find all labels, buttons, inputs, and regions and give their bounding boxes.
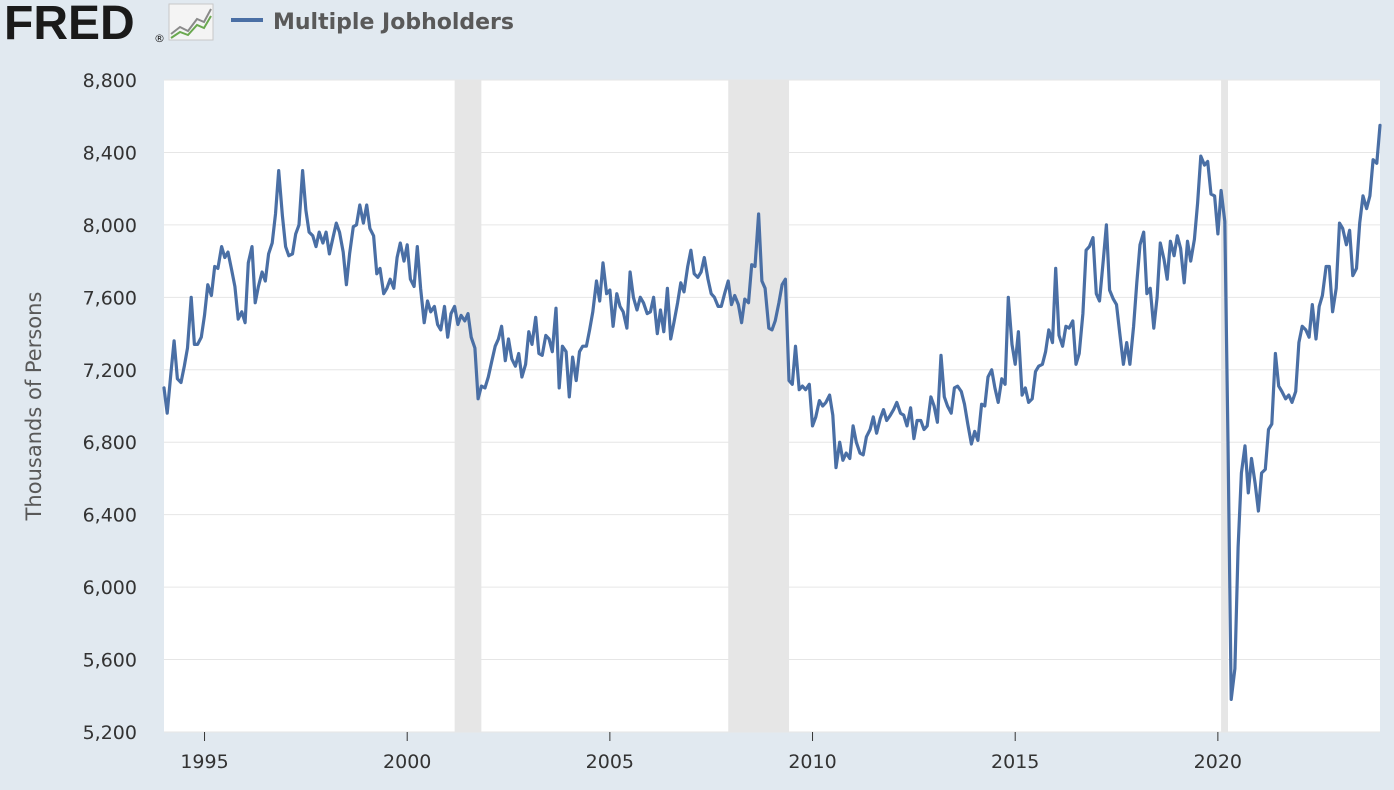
x-tick-label: 2020 xyxy=(1194,751,1242,773)
legend-label: Multiple Jobholders xyxy=(273,10,514,35)
recession-band-3 xyxy=(1221,80,1228,732)
y-tick-label: 5,200 xyxy=(83,722,137,744)
y-tick-label: 8,800 xyxy=(83,70,137,92)
y-tick-label: 8,000 xyxy=(83,215,137,237)
y-tick-label: 5,600 xyxy=(83,650,137,672)
series-line-multiple-jobholders xyxy=(162,123,1382,702)
recession-bands xyxy=(454,80,1228,732)
y-tick-label: 6,400 xyxy=(83,505,137,527)
grid-lines xyxy=(164,79,1380,733)
x-tick-label: 2005 xyxy=(586,751,634,773)
legend: Multiple Jobholders xyxy=(231,10,514,35)
y-tick-label: 7,600 xyxy=(83,287,137,309)
x-tick-label: 2010 xyxy=(788,751,836,773)
fred-logo-text: FRED xyxy=(4,0,135,50)
y-tick-label: 6,000 xyxy=(83,577,137,599)
series-layer xyxy=(162,123,1382,702)
recession-band-1 xyxy=(454,80,482,732)
y-axis-ticks: 5,200 5,600 6,000 6,400 6,800 7,200 7,600 8,000… xyxy=(83,70,137,744)
x-tick-label: 2000 xyxy=(383,751,431,773)
y-tick-label: 8,400 xyxy=(83,142,137,164)
fred-logo[interactable]: FRED ® xyxy=(4,0,214,50)
registered-mark: ® xyxy=(154,32,165,45)
y-axis-title: Thousands of Persons xyxy=(22,292,46,522)
y-tick-label: 7,200 xyxy=(83,360,137,382)
x-tick-label: 1995 xyxy=(180,751,228,773)
x-tick-label: 2015 xyxy=(991,751,1039,773)
y-tick-label: 6,800 xyxy=(83,432,137,454)
fred-graph-icon xyxy=(168,3,214,41)
recession-band-2 xyxy=(728,80,790,732)
x-axis-ticks: 1995 2000 2005 2010 2015 2020 xyxy=(180,732,1242,773)
